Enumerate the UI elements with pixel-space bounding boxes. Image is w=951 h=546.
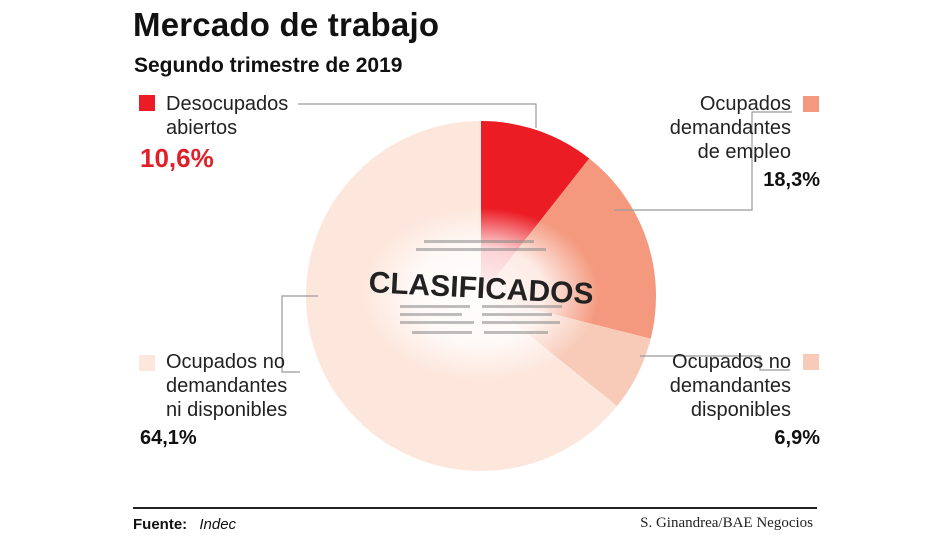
data-label: 6,9% (774, 427, 820, 449)
label-line: demandantes (669, 375, 791, 397)
leader-ocupados-demandantes (614, 111, 792, 211)
label-ocupados-demandantes: Ocupados demandantes de empleo (670, 92, 791, 164)
label-line: de empleo (697, 141, 791, 163)
label-line: demandantes (669, 117, 791, 139)
legend-swatch-ocupados-demandantes (803, 96, 819, 112)
label-ocupados-no-disponibles-pct: 6,9% (774, 426, 820, 450)
leader-desocupados (298, 103, 537, 128)
label-ocupados-demandantes-pct: 18,3% (763, 168, 820, 192)
label-desocupados: Desocupados abiertos (166, 92, 288, 140)
source-value: Indec (199, 516, 237, 533)
source-note: Fuente: Indec (133, 516, 236, 533)
newspaper-illustration: CLASIFICADOS (363, 208, 599, 380)
label-line: Ocupados no (166, 351, 285, 373)
legend-swatch-ocupados-ni-disponibles (139, 355, 155, 371)
data-label: 10,6% (140, 143, 214, 173)
legend-swatch-desocupados (139, 95, 155, 111)
label-ocupados-ni-disponibles: Ocupados no demandantes ni disponibles (166, 350, 287, 422)
footer-divider (133, 507, 817, 509)
source-label: Fuente: (133, 516, 188, 533)
page-subtitle: Segundo trimestre de 2019 (134, 54, 403, 77)
label-desocupados-pct: 10,6% (140, 143, 214, 173)
label-ocupados-no-disponibles: Ocupados no demandantes disponibles (670, 350, 791, 422)
label-line: abiertos (166, 117, 238, 139)
leader-ocupados-no-disponibles (640, 355, 790, 371)
label-line: demandantes (166, 375, 288, 397)
label-line: disponibles (690, 399, 791, 421)
credit-line: S. Ginandrea/BAE Negocios (640, 515, 813, 531)
legend-swatch-ocupados-no-disponibles (803, 354, 819, 370)
label-line: Desocupados (166, 93, 289, 115)
page-title: Mercado de trabajo (133, 6, 440, 43)
label-line: ni disponibles (166, 399, 288, 421)
label-line: Ocupados no (672, 351, 791, 373)
leader-ocupados-ni-disponibles (281, 295, 318, 373)
data-label: 18,3% (763, 169, 820, 191)
data-label: 64,1% (140, 427, 197, 449)
label-line: Ocupados (699, 93, 791, 115)
label-ocupados-ni-disponibles-pct: 64,1% (140, 426, 197, 450)
